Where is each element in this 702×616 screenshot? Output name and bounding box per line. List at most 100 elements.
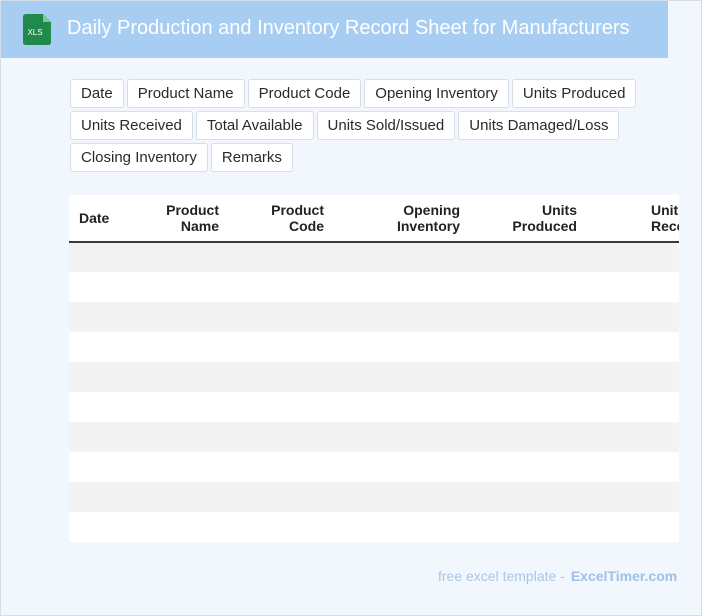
table-cell[interactable] bbox=[69, 362, 129, 392]
table-cell[interactable] bbox=[129, 452, 229, 482]
table-cell[interactable] bbox=[470, 362, 587, 392]
table-cell[interactable] bbox=[587, 482, 679, 512]
chip-units-damaged-loss[interactable]: Units Damaged/Loss bbox=[458, 111, 620, 140]
excel-file-icon: XLS bbox=[23, 14, 51, 45]
table-row bbox=[69, 512, 679, 542]
chip-opening-inventory[interactable]: Opening Inventory bbox=[364, 79, 509, 108]
chip-units-produced[interactable]: Units Produced bbox=[511, 79, 637, 108]
table-cell[interactable] bbox=[470, 392, 587, 422]
table-cell[interactable] bbox=[470, 272, 587, 302]
chip-date[interactable]: Date bbox=[70, 79, 124, 108]
table-cell[interactable] bbox=[587, 452, 679, 482]
table-row bbox=[69, 332, 679, 362]
table-row bbox=[69, 482, 679, 512]
table-cell[interactable] bbox=[470, 302, 587, 332]
table-cell[interactable] bbox=[229, 452, 334, 482]
table-cell[interactable] bbox=[334, 272, 470, 302]
table-cell[interactable] bbox=[334, 482, 470, 512]
field-chip-list: Date Product Name Product Code Opening I… bbox=[70, 79, 670, 172]
table-row bbox=[69, 242, 679, 272]
table-cell[interactable] bbox=[587, 362, 679, 392]
table-cell[interactable] bbox=[587, 302, 679, 332]
table-cell[interactable] bbox=[69, 482, 129, 512]
column-header-units-produced[interactable]: Units Produced bbox=[470, 195, 587, 243]
table-cell[interactable] bbox=[129, 482, 229, 512]
table-row bbox=[69, 392, 679, 422]
table-cell[interactable] bbox=[470, 512, 587, 542]
table-cell[interactable] bbox=[470, 482, 587, 512]
table-header-row: Date Product Name Product Code Opening I… bbox=[69, 195, 679, 243]
table-cell[interactable] bbox=[334, 512, 470, 542]
table-cell[interactable] bbox=[334, 242, 470, 272]
table-cell[interactable] bbox=[470, 332, 587, 362]
chip-units-received[interactable]: Units Received bbox=[70, 111, 193, 140]
table-cell[interactable] bbox=[229, 482, 334, 512]
table-cell[interactable] bbox=[69, 302, 129, 332]
column-header-units-received[interactable]: Units Received bbox=[587, 195, 679, 243]
table-cell[interactable] bbox=[587, 512, 679, 542]
table-cell[interactable] bbox=[129, 422, 229, 452]
table-cell[interactable] bbox=[229, 512, 334, 542]
table-cell[interactable] bbox=[587, 272, 679, 302]
record-table: Date Product Name Product Code Opening I… bbox=[69, 195, 679, 542]
table-cell[interactable] bbox=[587, 422, 679, 452]
table-row bbox=[69, 362, 679, 392]
chip-product-code[interactable]: Product Code bbox=[247, 79, 362, 108]
table-cell[interactable] bbox=[334, 332, 470, 362]
chip-remarks[interactable]: Remarks bbox=[210, 143, 293, 172]
table-cell[interactable] bbox=[229, 302, 334, 332]
table-cell[interactable] bbox=[334, 392, 470, 422]
table-cell[interactable] bbox=[334, 422, 470, 452]
table-row bbox=[69, 272, 679, 302]
table-cell[interactable] bbox=[229, 272, 334, 302]
table-cell[interactable] bbox=[587, 332, 679, 362]
table-cell[interactable] bbox=[129, 332, 229, 362]
table-cell[interactable] bbox=[129, 302, 229, 332]
chip-units-sold-issued[interactable]: Units Sold/Issued bbox=[316, 111, 456, 140]
table-cell[interactable] bbox=[334, 452, 470, 482]
record-table-container[interactable]: Date Product Name Product Code Opening I… bbox=[69, 195, 679, 542]
table-cell[interactable] bbox=[334, 302, 470, 332]
header-bar: XLS Daily Production and Inventory Recor… bbox=[1, 1, 668, 58]
page-title: Daily Production and Inventory Record Sh… bbox=[67, 17, 630, 39]
footer-text: free excel template - bbox=[438, 568, 565, 584]
footer-brand-link[interactable]: ExcelTimer.com bbox=[570, 568, 678, 584]
table-cell[interactable] bbox=[334, 362, 470, 392]
table-cell[interactable] bbox=[129, 512, 229, 542]
column-header-product-name[interactable]: Product Name bbox=[129, 195, 229, 243]
table-cell[interactable] bbox=[229, 392, 334, 422]
file-icon-label: XLS bbox=[27, 28, 42, 37]
chip-total-available[interactable]: Total Available bbox=[195, 111, 314, 140]
table-cell[interactable] bbox=[69, 332, 129, 362]
table-cell[interactable] bbox=[470, 422, 587, 452]
table-row bbox=[69, 422, 679, 452]
table-cell[interactable] bbox=[587, 392, 679, 422]
table-cell[interactable] bbox=[69, 392, 129, 422]
table-body bbox=[69, 242, 679, 542]
table-cell[interactable] bbox=[69, 272, 129, 302]
table-cell[interactable] bbox=[69, 452, 129, 482]
footer-credit: free excel template - ExcelTimer.com bbox=[438, 568, 677, 584]
table-cell[interactable] bbox=[470, 452, 587, 482]
table-row bbox=[69, 302, 679, 332]
table-cell[interactable] bbox=[129, 242, 229, 272]
chip-product-name[interactable]: Product Name bbox=[126, 79, 245, 108]
table-cell[interactable] bbox=[129, 272, 229, 302]
table-cell[interactable] bbox=[229, 242, 334, 272]
table-cell[interactable] bbox=[229, 332, 334, 362]
table-row bbox=[69, 452, 679, 482]
table-cell[interactable] bbox=[587, 242, 679, 272]
column-header-product-code[interactable]: Product Code bbox=[229, 195, 334, 243]
table-cell[interactable] bbox=[69, 512, 129, 542]
table-cell[interactable] bbox=[129, 392, 229, 422]
table-cell[interactable] bbox=[69, 242, 129, 272]
table-cell[interactable] bbox=[229, 362, 334, 392]
column-header-date[interactable]: Date bbox=[69, 195, 129, 243]
column-header-opening-inventory[interactable]: Opening Inventory bbox=[334, 195, 470, 243]
table-cell[interactable] bbox=[129, 362, 229, 392]
chip-closing-inventory[interactable]: Closing Inventory bbox=[70, 143, 208, 172]
table-cell[interactable] bbox=[470, 242, 587, 272]
table-cell[interactable] bbox=[229, 422, 334, 452]
table-cell[interactable] bbox=[69, 422, 129, 452]
